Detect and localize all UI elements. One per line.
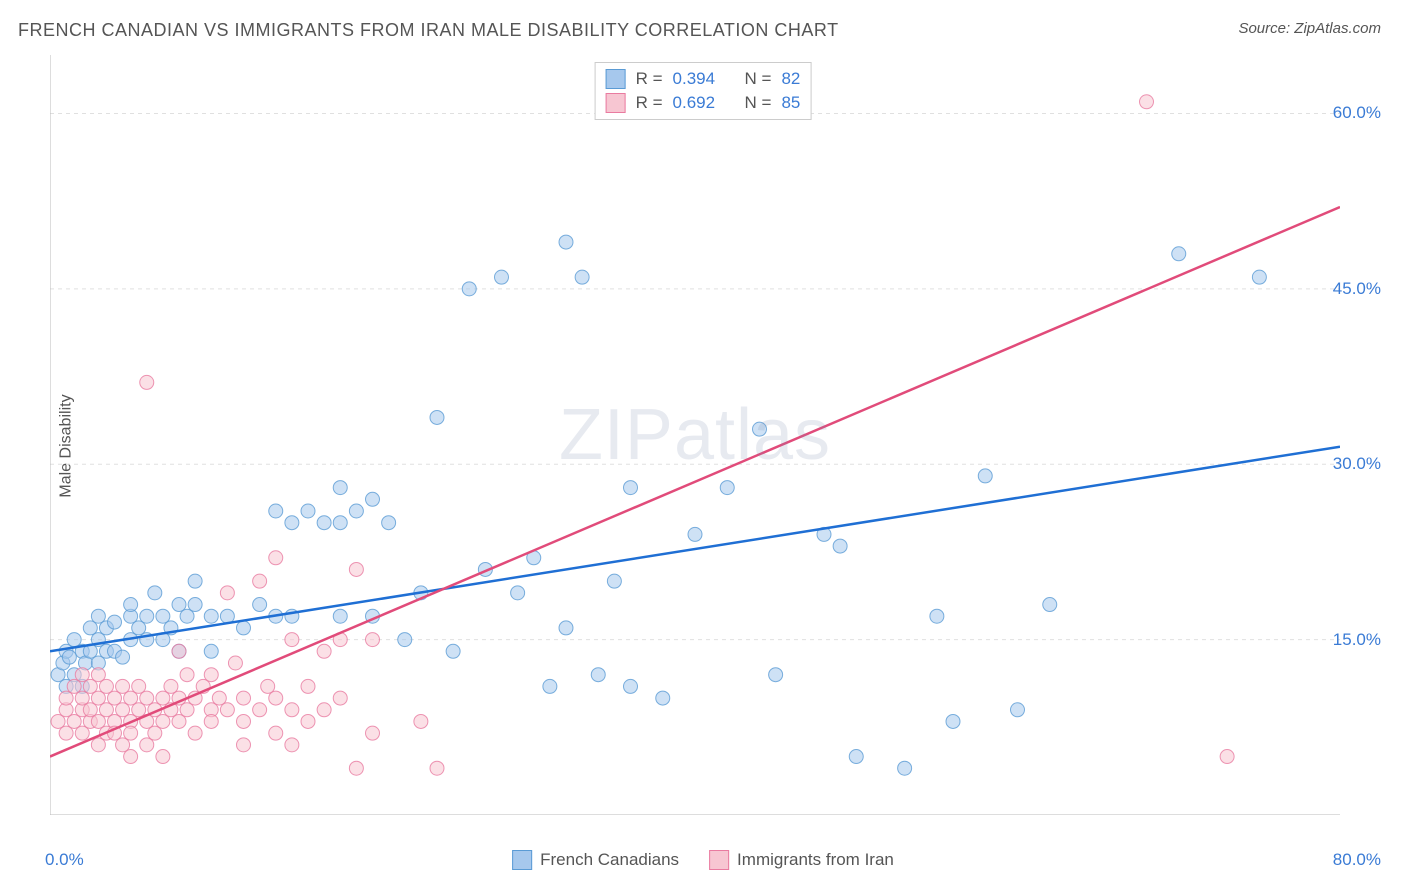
chart-title: FRENCH CANADIAN VS IMMIGRANTS FROM IRAN … <box>18 20 839 41</box>
legend-swatch-pink <box>606 93 626 113</box>
r-value: 0.394 <box>673 69 716 89</box>
y-tick-label-2: 45.0% <box>1333 279 1381 299</box>
x-origin-label: 0.0% <box>45 850 84 870</box>
chart-container: FRENCH CANADIAN VS IMMIGRANTS FROM IRAN … <box>0 0 1406 892</box>
legend-stats-row-0: R = 0.394 N = 82 <box>606 67 801 91</box>
legend-item-1: Immigrants from Iran <box>709 850 894 870</box>
scatter-plot-svg <box>50 55 1340 815</box>
legend-item-0: French Canadians <box>512 850 679 870</box>
legend-label: French Canadians <box>540 850 679 870</box>
x-max-label: 80.0% <box>1333 850 1381 870</box>
n-label: N = <box>745 69 772 89</box>
y-tick-label-3: 60.0% <box>1333 103 1381 123</box>
r-label: R = <box>636 69 663 89</box>
legend-swatch-pink <box>709 850 729 870</box>
legend-stats: R = 0.394 N = 82 R = 0.692 N = 85 <box>595 62 812 120</box>
plot-area: ZIPatlas <box>50 55 1340 815</box>
r-label: R = <box>636 93 663 113</box>
r-value: 0.692 <box>673 93 716 113</box>
legend-series: French Canadians Immigrants from Iran <box>512 850 894 870</box>
legend-stats-row-1: R = 0.692 N = 85 <box>606 91 801 115</box>
legend-swatch-blue <box>606 69 626 89</box>
n-value: 82 <box>781 69 800 89</box>
y-tick-label-0: 15.0% <box>1333 630 1381 650</box>
n-label: N = <box>745 93 772 113</box>
source-label: Source: ZipAtlas.com <box>1238 20 1381 37</box>
n-value: 85 <box>781 93 800 113</box>
legend-label: Immigrants from Iran <box>737 850 894 870</box>
legend-swatch-blue <box>512 850 532 870</box>
y-tick-label-1: 30.0% <box>1333 454 1381 474</box>
